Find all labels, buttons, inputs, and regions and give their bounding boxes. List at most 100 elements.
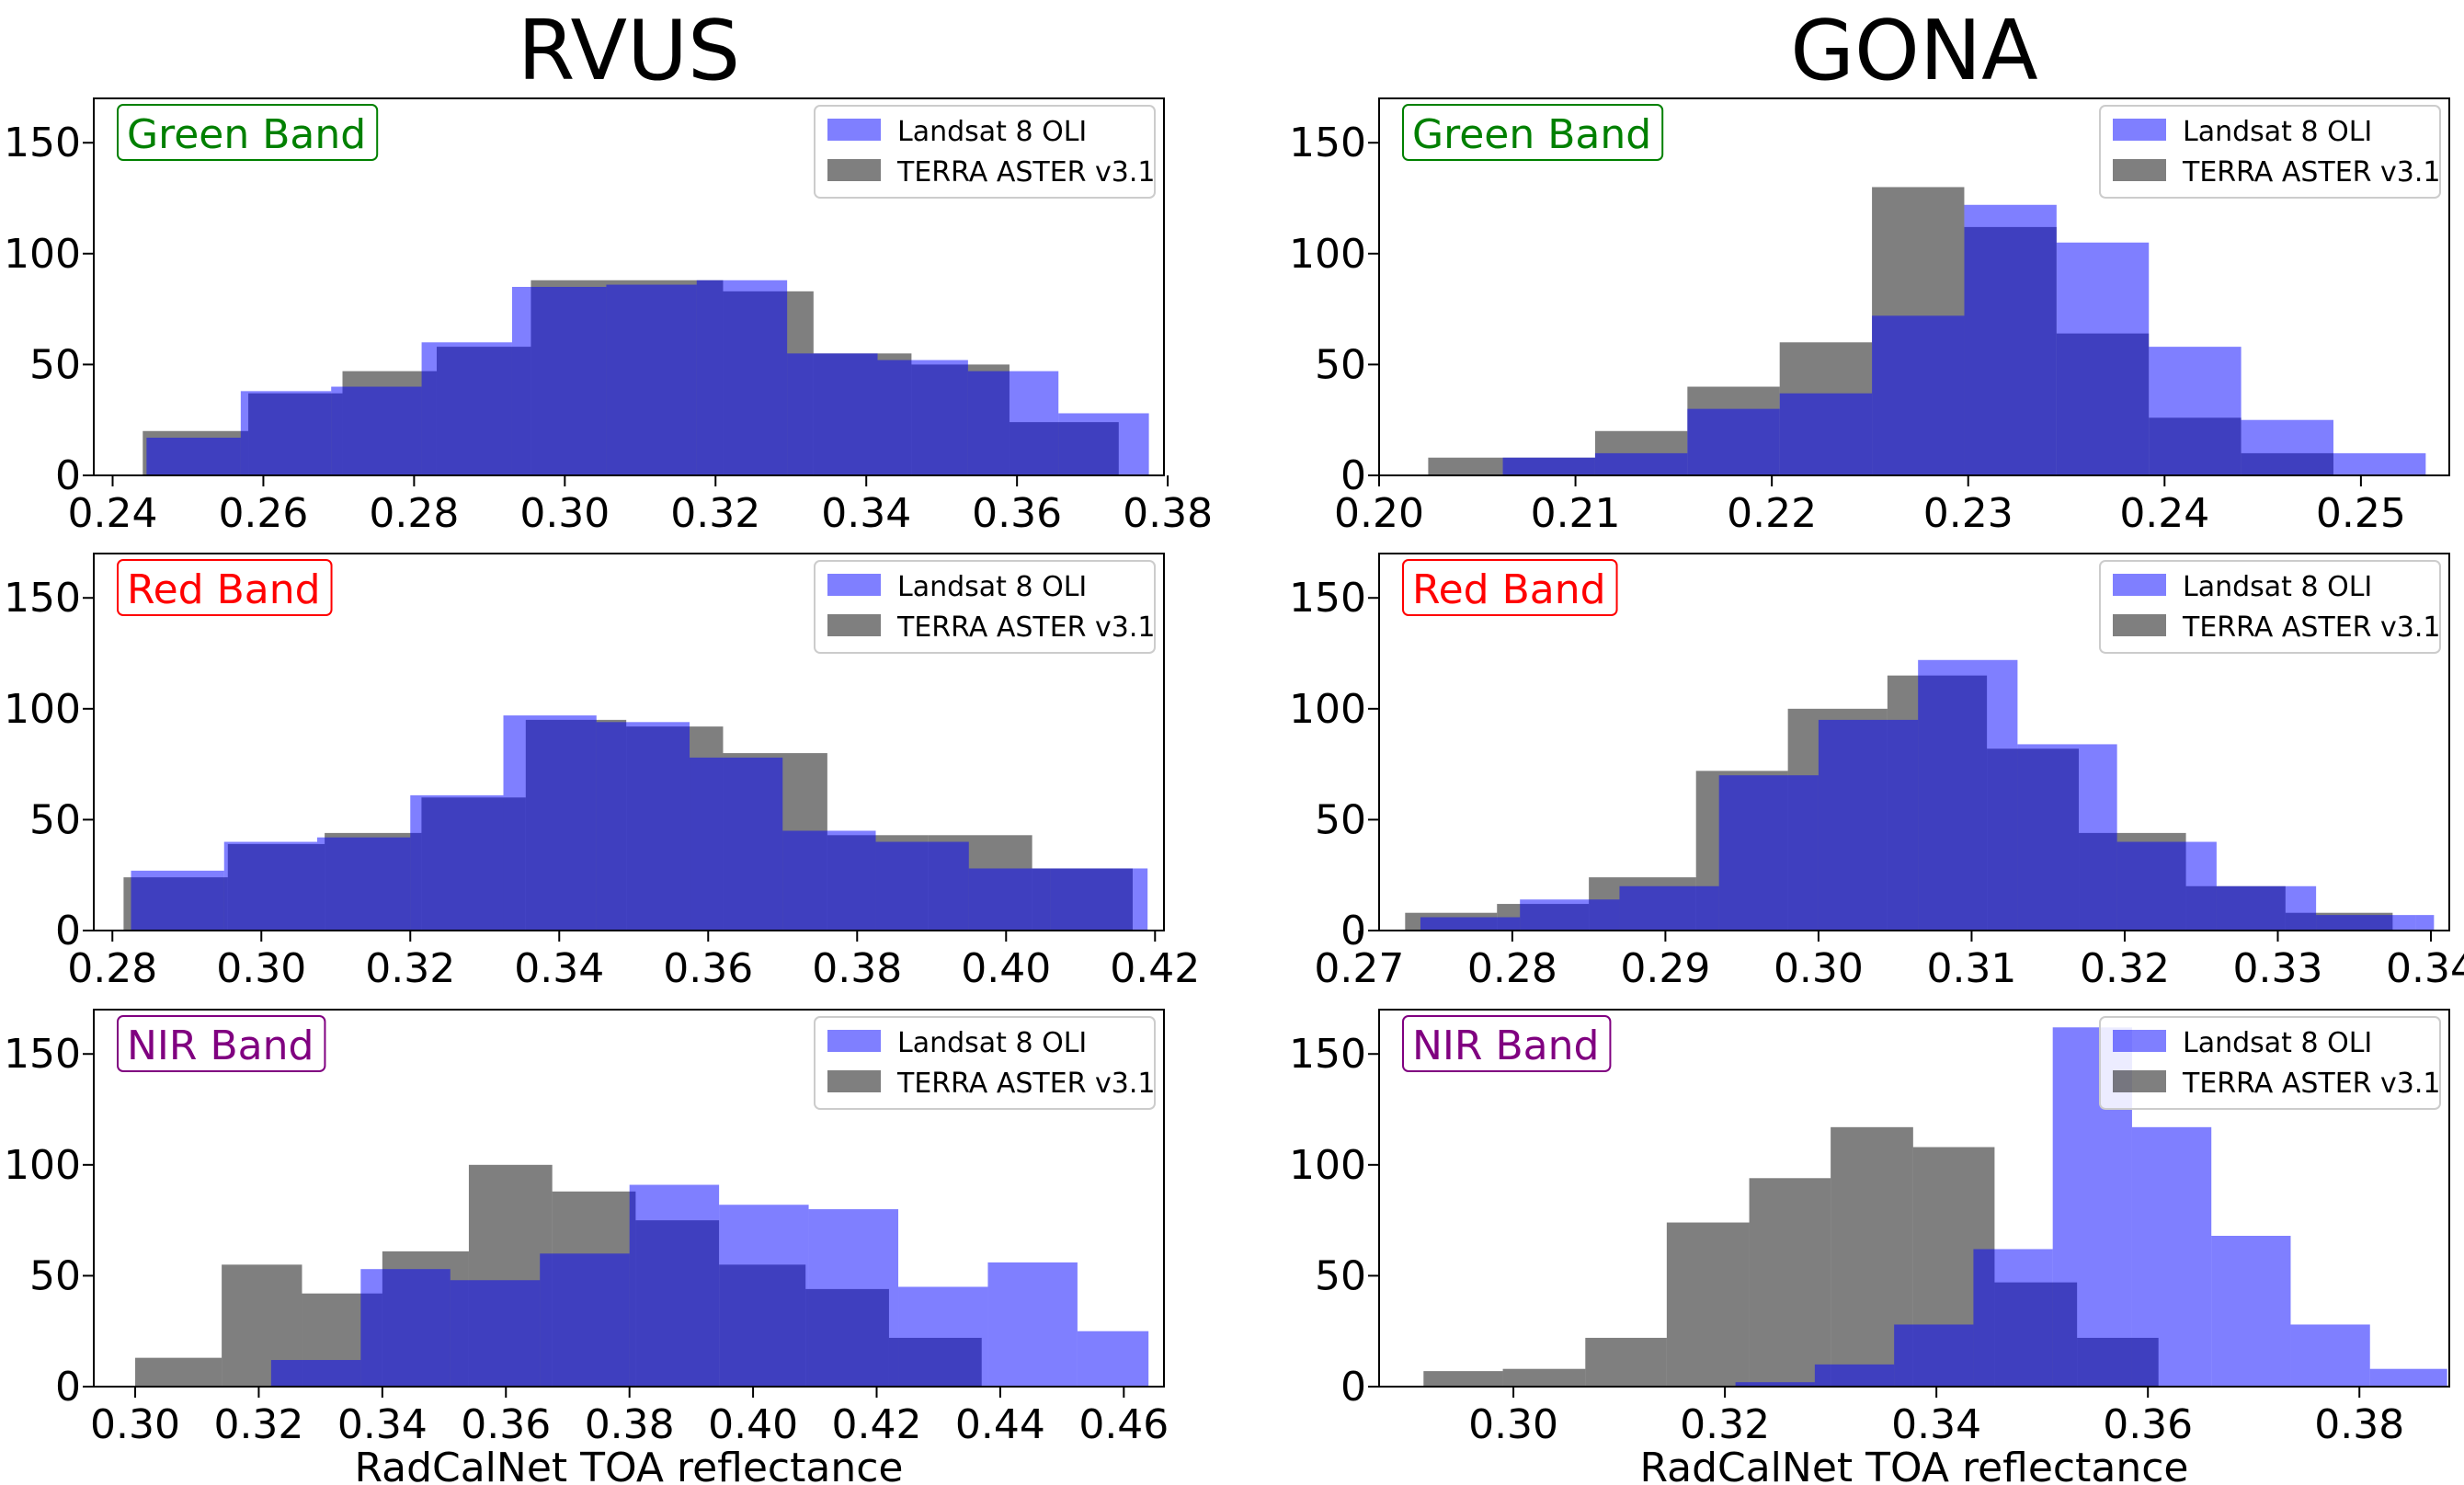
rvus-red-band-xtick-label: 0.40	[961, 945, 1051, 992]
gona-green-band-xtick-label: 0.23	[1923, 490, 2013, 537]
gona-red-band-legend-aster-label: TERRA ASTER v3.1	[2182, 611, 2441, 644]
gona-green-band-xtick-label: 0.25	[2316, 490, 2406, 537]
rvus-red-band-landsat-bar	[223, 841, 318, 931]
rvus-green-band-xtick-label: 0.36	[972, 490, 1062, 537]
rvus-red-band-band-label: Red Band	[117, 559, 333, 616]
rvus-nir-band-band-label-box	[117, 1015, 326, 1072]
rvus-green-band-landsat-bar	[331, 386, 422, 475]
rvus-green-band-legend: Landsat 8 OLI TERRA ASTER v3.1	[814, 105, 1156, 199]
gona-green-band-landsat-bar	[1964, 204, 2057, 475]
gona-red-band-axes-frame	[1378, 553, 2450, 931]
gona-red-band-xtick-label: 0.31	[1926, 945, 2016, 992]
gona-nir-band-landsat-bar	[2211, 1236, 2291, 1387]
gona-green-band-xtick-label: 0.20	[1334, 490, 1424, 537]
rvus-green-band-ytick-label: 50	[29, 341, 81, 388]
gona-nir-band-landsat-bar	[2369, 1368, 2447, 1387]
rvus-red-band-landsat-bar	[503, 715, 597, 931]
rvus-nir-band-xtick-label: 0.32	[213, 1401, 303, 1448]
rvus-nir-band-landsat-bar	[719, 1205, 809, 1387]
rvus-red-band-legend-aster-swatch	[827, 614, 881, 636]
gona-green-band-aster-bar	[1428, 457, 1503, 475]
gona-green-band-legend-aster-label: TERRA ASTER v3.1	[2182, 156, 2441, 188]
rvus-green-band-xtick-label: 0.32	[670, 490, 760, 537]
gona-red-band-ytick-label: 50	[1315, 796, 1366, 843]
gona-nir-band-aster-bar	[1749, 1178, 1831, 1387]
gona-red-band-panel: 0 50 100 150 0.27 0.28 0.29 0.30 0.31 0.32 0.33 0.3…	[1289, 553, 2464, 992]
rvus-nir-band-xtick-label: 0.40	[708, 1401, 798, 1448]
gona-green-band-band-label-text: Green Band	[1412, 111, 1651, 158]
gona-green-band-landsat-bar	[2333, 452, 2426, 475]
rvus-red-band-landsat-bar	[317, 837, 411, 931]
rvus-red-band-legend-box	[814, 560, 1156, 654]
rvus-red-band-landsat-bar	[968, 868, 1051, 931]
gona-red-band-band-label-text: Red Band	[1412, 566, 1606, 613]
rvus-nir-band-xtick-label: 0.42	[832, 1401, 922, 1448]
rvus-nir-band-ytick-label: 50	[29, 1252, 81, 1299]
rvus-nir-band-xtick-label: 0.34	[337, 1401, 428, 1448]
rvus-nir-band-legend-aster-swatch	[827, 1070, 881, 1092]
rvus-red-band-ytick-label: 50	[29, 796, 81, 843]
rvus-red-band-panel: 0 50 100 150 0.28 0.30 0.32 0.34 0.36 0.38 0.40 0.4…	[4, 553, 1200, 992]
rvus-red-band-landsat-bar	[596, 722, 690, 931]
gona-nir-band-xtick-label: 0.30	[1468, 1401, 1558, 1448]
rvus-nir-band-landsat-bar	[1077, 1331, 1149, 1387]
gona-nir-band-xtick-label: 0.38	[2314, 1401, 2404, 1448]
rvus-green-band-band-label: Green Band	[117, 104, 379, 161]
gona-red-band-legend-landsat-label: Landsat 8 OLI	[2183, 571, 2372, 603]
gona-red-band-xtick-label: 0.33	[2233, 945, 2323, 992]
gona-red-band-landsat-bar	[2017, 744, 2117, 931]
gona-red-band-ytick-label: 0	[1340, 908, 1366, 954]
rvus-nir-band-landsat-bar	[898, 1286, 988, 1387]
gona-green-band-ytick-label: 150	[1289, 120, 1366, 166]
gona-green-band-legend: Landsat 8 OLI TERRA ASTER v3.1	[2099, 105, 2441, 199]
gona-nir-band-ytick-label: 150	[1289, 1031, 1366, 1078]
gona-green-band-landsat-bar	[1502, 457, 1595, 475]
rvus-green-band-landsat-bar	[421, 342, 512, 475]
gona-green-band-landsat-bar	[1872, 315, 1965, 475]
rvus-green-band-landsat-bar	[146, 438, 241, 475]
gona-nir-band-xtick-label: 0.32	[1680, 1401, 1770, 1448]
rvus-nir-band-legend-aster-label: TERRA ASTER v3.1	[896, 1068, 1156, 1100]
gona-red-band-band-label: Red Band	[1402, 559, 1618, 616]
rvus-green-band-landsat-bar	[967, 371, 1059, 475]
rvus-nir-band-xtick-label: 0.44	[955, 1401, 1045, 1448]
gona-green-band-landsat-bar	[2056, 242, 2150, 475]
rvus-nir-band-band-label: NIR Band	[117, 1015, 326, 1072]
gona-nir-band-legend-landsat-swatch	[2113, 1030, 2166, 1052]
gona-red-band-xtick-label: 0.32	[2080, 945, 2170, 992]
rvus-nir-band-ytick-label: 100	[4, 1142, 81, 1189]
rvus-green-band-xtick-label: 0.26	[218, 490, 308, 537]
rvus-green-band-legend-aster-swatch	[827, 159, 881, 181]
gona-nir-band-legend-landsat-label: Landsat 8 OLI	[2183, 1027, 2372, 1059]
rvus-green-band-landsat-bar	[511, 287, 607, 475]
rvus-green-band-xtick-label: 0.30	[519, 490, 610, 537]
rvus-red-band-band-label-text: Red Band	[127, 566, 321, 613]
gona-green-band-legend-aster-swatch	[2113, 159, 2166, 181]
rvus-green-band-band-label-box	[117, 104, 379, 161]
rvus-red-band-xtick-label: 0.30	[216, 945, 306, 992]
rvus-green-band-ytick-label: 0	[55, 452, 81, 499]
gona-red-band-landsat-bar	[1619, 885, 1719, 931]
gona-nir-band-ytick-label: 50	[1315, 1252, 1366, 1299]
rvus-nir-band-xtick-label: 0.46	[1078, 1401, 1169, 1448]
gona-red-band-landsat-bar	[2316, 915, 2416, 931]
gona-red-band-landsat-bar	[1420, 917, 1521, 931]
rvus-nir-band-landsat-bar	[808, 1209, 899, 1387]
rvus-green-band-legend-aster-label: TERRA ASTER v3.1	[896, 156, 1156, 188]
gona-nir-band-landsat-bar	[1973, 1249, 2053, 1387]
gona-nir-band-aster-bar	[1666, 1222, 1750, 1387]
rvus-green-band-xtick-label: 0.24	[68, 490, 158, 537]
gona-red-band-legend-aster-swatch	[2113, 614, 2166, 636]
gona-green-band-legend-landsat-label: Landsat 8 OLI	[2183, 116, 2372, 148]
rvus-red-band-xtick-label: 0.28	[67, 945, 157, 992]
gona-nir-band-legend: Landsat 8 OLI TERRA ASTER v3.1	[2099, 1016, 2441, 1110]
gona-nir-band-xtick-label: 0.34	[1891, 1401, 1981, 1448]
rvus-red-band-legend-aster-label: TERRA ASTER v3.1	[896, 611, 1156, 644]
gona-red-band-ytick-label: 100	[1289, 686, 1366, 733]
gona-nir-band-axes-frame	[1378, 1009, 2450, 1388]
gona-column-title: GONA	[1790, 3, 2038, 99]
gona-nir-band-aster-bar	[1423, 1371, 1503, 1387]
rvus-green-band-landsat-bar	[877, 360, 968, 475]
gona-nir-band-panel: 0 50 100 150 0.30 0.32 0.34 0.36 0.38 RadCalNet T…	[1289, 1009, 2450, 1485]
rvus-nir-band-landsat-bar	[629, 1184, 720, 1387]
